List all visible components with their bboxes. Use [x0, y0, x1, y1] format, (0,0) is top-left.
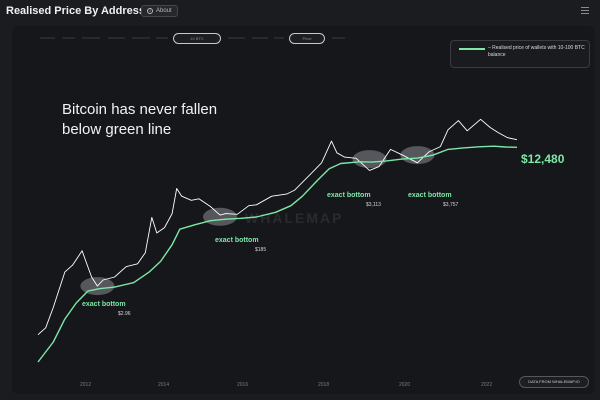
headline-annotation: Bitcoin has never fallen below green lin…: [62, 101, 218, 138]
annotation-label: exact bottom: [327, 192, 371, 199]
about-label: About: [156, 8, 172, 14]
annotation-value: $3,757: [443, 202, 459, 208]
annotation-value: $185: [255, 247, 267, 253]
latest-value-label: $12,480: [521, 152, 565, 166]
x-tick-label: 2020: [399, 382, 411, 388]
annotation-label: exact bottom: [408, 192, 452, 199]
x-tick-label: 2022: [481, 382, 493, 388]
info-icon: i: [147, 8, 153, 14]
annotation-label: exact bottom: [82, 301, 126, 308]
legend-text: – Realised price of wallets with 10-100 …: [488, 45, 585, 58]
page-title: Realised Price By Address: [6, 5, 145, 17]
about-button[interactable]: i About: [141, 5, 178, 17]
realised-price-series-line: [37, 145, 518, 363]
legend: – Realised price of wallets with 10-100 …: [450, 40, 590, 68]
hamburger-menu-icon[interactable]: [581, 7, 589, 14]
x-tick-label: 2016: [237, 382, 249, 388]
annotation-value: $2.96: [118, 311, 131, 317]
btc-price-series-line: [37, 118, 518, 336]
bottom-highlight-marker: [400, 146, 435, 165]
price-toggle-pill[interactable]: Price: [289, 33, 325, 44]
bottom-highlight-marker: [352, 150, 387, 169]
series-toggle-pill[interactable]: 10 BTC: [173, 33, 221, 44]
chart-panel: [12, 26, 595, 394]
annotation-value: $3,113: [366, 202, 381, 208]
data-source-button[interactable]: DATA FROM WHALEMAP.IO: [519, 376, 589, 388]
legend-swatch: [459, 48, 485, 50]
bottom-highlight-marker: [203, 207, 237, 226]
x-tick-label: 2012: [80, 382, 92, 388]
x-tick-label: 2014: [158, 382, 170, 388]
annotation-label: exact bottom: [215, 237, 259, 244]
x-tick-label: 2018: [318, 382, 330, 388]
title-bar: Realised Price By Address i About: [0, 0, 600, 22]
